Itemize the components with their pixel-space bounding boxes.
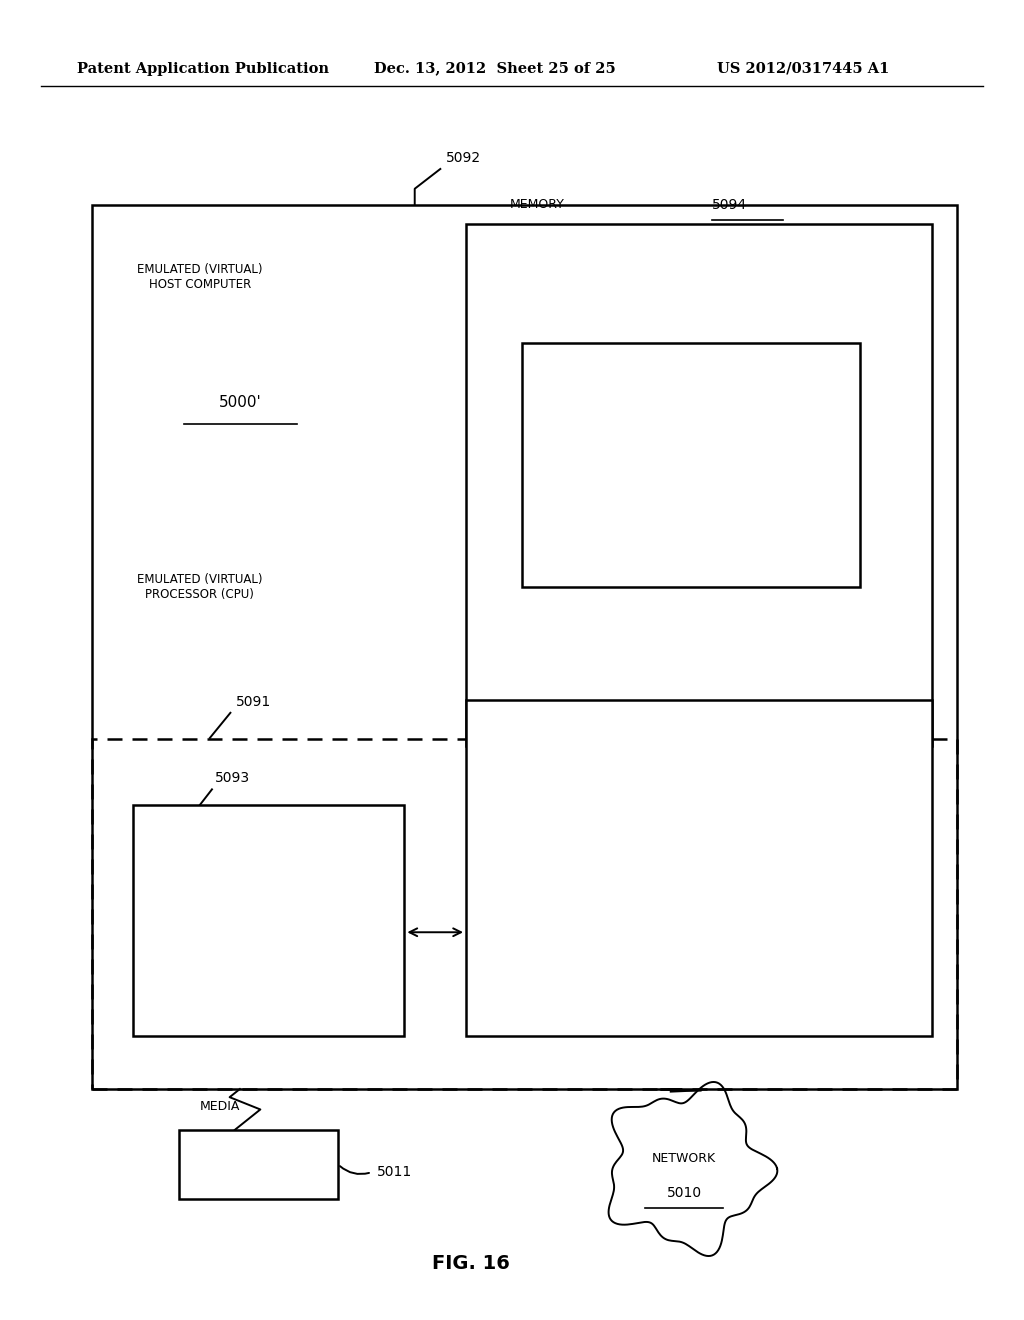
Bar — [522, 343, 860, 587]
Bar — [133, 805, 404, 1036]
Text: 5000': 5000' — [219, 395, 262, 411]
Text: PROCESSOR
NATIVE
INSTRUCTION SET
ACHITECTURE 'B': PROCESSOR NATIVE INSTRUCTION SET ACHITEC… — [216, 882, 323, 940]
Text: 5092: 5092 — [445, 150, 480, 165]
Text: NETWORK: NETWORK — [652, 1152, 716, 1166]
Bar — [466, 700, 932, 1036]
Text: Dec. 13, 2012  Sheet 25 of 25: Dec. 13, 2012 Sheet 25 of 25 — [374, 62, 615, 75]
Text: US 2012/0317445 A1: US 2012/0317445 A1 — [717, 62, 889, 75]
Text: Patent Application Publication: Patent Application Publication — [77, 62, 329, 75]
Text: FIG. 16: FIG. 16 — [432, 1254, 510, 1272]
Text: 5096: 5096 — [609, 569, 644, 583]
Text: 5097: 5097 — [548, 722, 583, 735]
Text: 5091: 5091 — [236, 694, 270, 709]
Text: MEDIA: MEDIA — [200, 1100, 240, 1113]
Text: 5094: 5094 — [712, 198, 746, 211]
Text: COMPUTER
MEMORY
(HOST): COMPUTER MEMORY (HOST) — [656, 447, 726, 490]
Text: MEMORY: MEMORY — [510, 198, 565, 211]
Text: 5011: 5011 — [377, 1166, 412, 1179]
Text: 5010: 5010 — [667, 1187, 701, 1200]
Text: 5093: 5093 — [215, 771, 250, 785]
Bar — [92, 739, 957, 1089]
Bar — [92, 205, 957, 1089]
Bar — [179, 1130, 338, 1199]
Text: EMULATION
ROUTINES: EMULATION ROUTINES — [657, 857, 735, 886]
Bar — [466, 224, 932, 746]
Text: EMULATED (VIRTUAL)
PROCESSOR (CPU): EMULATED (VIRTUAL) PROCESSOR (CPU) — [137, 573, 262, 602]
Text: EMULATED (VIRTUAL)
HOST COMPUTER: EMULATED (VIRTUAL) HOST COMPUTER — [137, 263, 262, 292]
